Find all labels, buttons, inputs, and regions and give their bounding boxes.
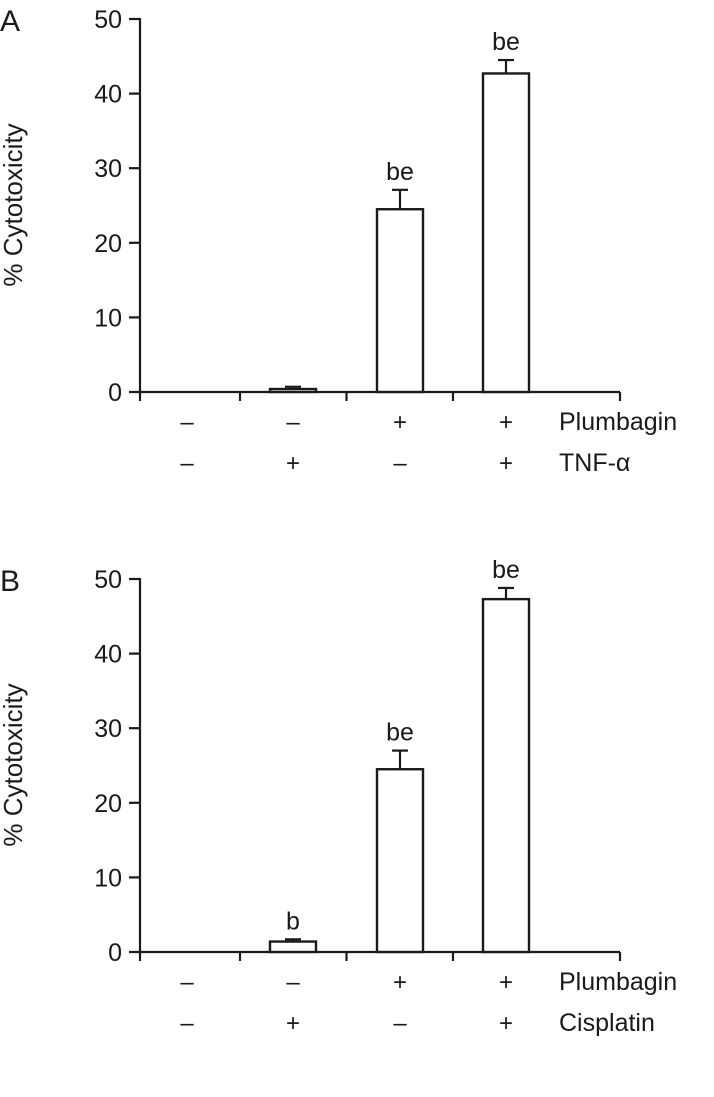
condition-sign: + xyxy=(499,1010,513,1037)
bar xyxy=(268,940,318,954)
condition-sign: + xyxy=(286,450,300,477)
condition-row-label: Plumbagin xyxy=(559,968,677,996)
condition-sign: + xyxy=(499,969,513,996)
condition-sign: – xyxy=(180,450,194,477)
bar xyxy=(375,768,425,954)
condition-sign: – xyxy=(393,450,407,477)
y-tick-label: 40 xyxy=(94,81,122,109)
condition-sign: + xyxy=(286,1010,300,1037)
condition-sign: + xyxy=(393,409,407,436)
y-tick-label: 20 xyxy=(94,790,122,818)
bar xyxy=(268,387,318,394)
condition-row-label: TNF-α xyxy=(559,449,630,477)
y-tick-label: 10 xyxy=(94,304,122,332)
y-tick-label: 0 xyxy=(108,939,122,967)
y-tick-label: 20 xyxy=(94,230,122,258)
condition-sign: + xyxy=(499,409,513,436)
significance-label: be xyxy=(386,158,414,186)
y-tick-label: 10 xyxy=(94,864,122,892)
y-tick-label: 40 xyxy=(94,641,122,669)
condition-sign: – xyxy=(180,409,194,436)
panel-b-chart: B % Cytotoxicity 0 10 20 30 40 50 b be be – – + + Plumb… xyxy=(0,560,677,1037)
condition-sign: – xyxy=(286,969,300,996)
y-tick-label: 0 xyxy=(108,379,122,407)
condition-sign: – xyxy=(180,1010,194,1037)
condition-sign: + xyxy=(499,450,513,477)
panel-label: A xyxy=(0,5,20,38)
significance-label: be xyxy=(492,28,520,56)
condition-sign: + xyxy=(393,969,407,996)
significance-label: be xyxy=(492,560,520,584)
condition-sign: – xyxy=(393,1010,407,1037)
y-axis-title: % Cytotoxicity xyxy=(0,683,28,846)
significance-label: be xyxy=(386,719,414,747)
condition-sign: – xyxy=(286,409,300,436)
y-axis-title: % Cytotoxicity xyxy=(0,123,28,286)
condition-sign: – xyxy=(180,969,194,996)
y-tick-label: 50 xyxy=(94,566,122,594)
condition-row-label: Plumbagin xyxy=(559,408,677,436)
condition-row-label: Cisplatin xyxy=(559,1009,655,1037)
significance-label: b xyxy=(286,907,300,935)
panel-label: B xyxy=(0,565,20,598)
bar xyxy=(375,208,425,394)
y-tick-label: 30 xyxy=(94,715,122,743)
y-tick-label: 30 xyxy=(94,155,122,183)
y-tick-label: 50 xyxy=(94,6,122,34)
bar xyxy=(481,597,531,954)
bar xyxy=(481,72,531,394)
panel-a-chart: A % Cytotoxicity 0 10 20 30 40 50 be be – – + + Plumba… xyxy=(0,5,677,477)
